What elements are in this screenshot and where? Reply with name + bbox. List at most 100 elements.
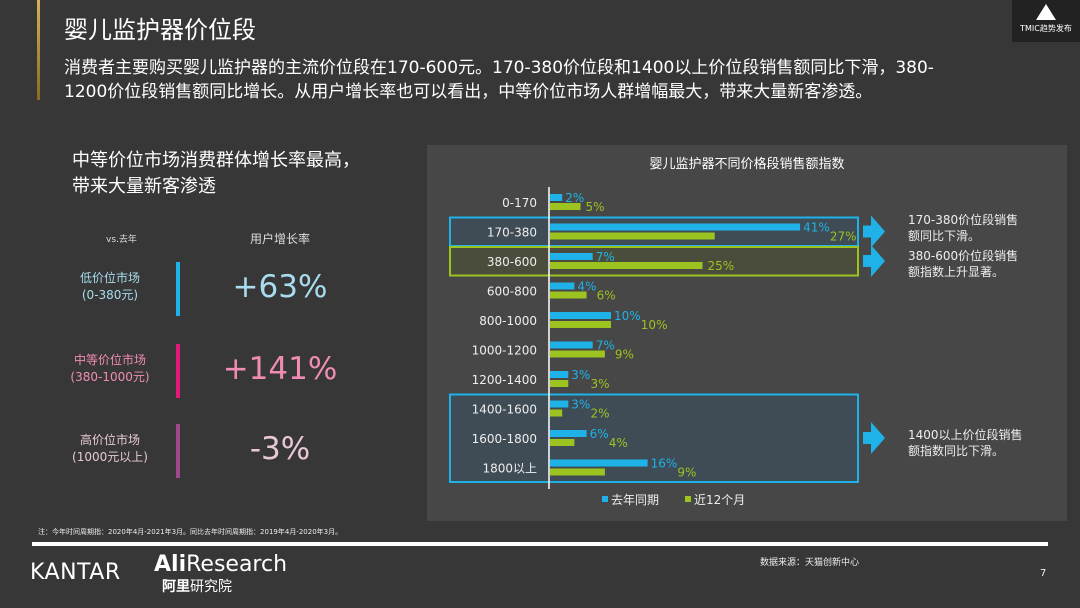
arrow-icon [863, 422, 885, 454]
highlight-box-380-600 [449, 246, 859, 277]
data-label: 4% [609, 436, 628, 450]
arrow-icon [863, 215, 885, 248]
data-label: 25% [708, 259, 735, 273]
bar-recent [550, 439, 575, 446]
annotation-170-380: 170-380价位段销售额同比下滑。 [908, 213, 1019, 243]
growth-value: +141% [222, 351, 338, 387]
tmic-logo: TMIC趋势发布 [1012, 0, 1080, 42]
category-label: 170-380 [487, 226, 537, 240]
bar-lastyear [550, 312, 611, 319]
bar-lastyear [550, 282, 575, 290]
tmic-logo-icon [1036, 4, 1056, 20]
data-label: 2% [565, 191, 584, 205]
segment-label: 低价位市场 (0-380元) [40, 270, 180, 304]
ali-cn: 研究院 [190, 579, 232, 595]
segment-name: 低价位市场 [79, 271, 140, 285]
bar-lastyear [550, 223, 801, 231]
bar-recent [550, 380, 569, 387]
segment-range: (0-380元) [81, 288, 139, 302]
arrow-icon [863, 245, 885, 277]
data-label: 27% [830, 230, 857, 244]
ali-cn-bold: 阿里 [162, 579, 190, 595]
bar-lastyear [550, 194, 563, 201]
bar-recent [550, 468, 605, 476]
data-label: 10% [641, 318, 668, 332]
footer-divider [32, 542, 1048, 546]
segment-name: 中等价位市场 [73, 353, 146, 367]
data-label: 10% [614, 309, 641, 323]
segment-range: (1000元以上) [72, 450, 148, 464]
bar-recent [550, 409, 563, 417]
category-label: 1000-1200 [472, 344, 537, 358]
segment-label: 高价位市场 (1000元以上) [40, 432, 180, 466]
legend-label: 近12个月 [694, 493, 745, 507]
category-label: 1600-1800 [472, 432, 537, 446]
legend-label: 去年同期 [611, 493, 659, 507]
highlight-box-170-380 [449, 216, 859, 247]
growth-value: +63% [232, 269, 328, 305]
chart-title: 婴儿监护器不同价格段销售额指数 [649, 157, 845, 172]
data-label: 9% [615, 348, 634, 362]
aliresearch-cn-logo: 阿里研究院 [162, 580, 232, 594]
bar-lastyear [550, 253, 593, 260]
data-label: 4% [577, 280, 596, 294]
bar-chart: 0-170 2%5%170-380 41%27%380-600 7%25%600-80… [449, 187, 885, 507]
annotation-380-600: 380-600价位段销售额指数上升显著。 [908, 249, 1019, 279]
page-title: 婴儿监护器价位段 [64, 16, 256, 44]
category-label: 600-800 [487, 285, 537, 299]
ali-research: Research [186, 552, 288, 577]
data-label: 7% [596, 339, 615, 353]
data-label: 41% [803, 221, 830, 235]
data-label: 3% [571, 398, 590, 412]
category-label: 1400-1600 [472, 403, 537, 417]
data-label: 3% [591, 377, 610, 391]
bar-recent [550, 350, 605, 358]
data-label: 6% [597, 289, 616, 303]
footnote: 注：今年时间周期指：2020年4月-2021年3月。同比去年时间周期指：2019… [38, 528, 343, 536]
category-label: 1800以上 [482, 462, 537, 476]
category-label: 800-1000 [479, 314, 537, 328]
bar-recent [550, 232, 715, 240]
bar-lastyear [550, 430, 587, 437]
intro-text: 消费者主要购买婴儿监护器的主流价位段在170-600元。170-380价位段和1… [64, 58, 934, 102]
category-label: 0-170 [502, 196, 537, 210]
legend-swatch [685, 496, 691, 502]
segment-color-bar [176, 344, 180, 398]
bar-recent [550, 291, 587, 299]
segment-label: 中等价位市场 (380-1000元) [40, 352, 180, 386]
data-source: 数据来源：天猫创新中心 [760, 558, 860, 568]
ali-bold: Ali [154, 552, 187, 577]
kantar-logo: KANTAR [30, 560, 121, 585]
data-label: 6% [590, 427, 609, 441]
bar-lastyear [550, 400, 569, 408]
segment-color-bar [176, 424, 180, 478]
growth-column-label: 用户增长率 [250, 232, 311, 246]
data-label: 3% [571, 368, 590, 382]
bar-lastyear [550, 459, 648, 467]
bar-recent [550, 203, 581, 210]
bar-recent [550, 321, 611, 328]
segment-color-bar [176, 262, 180, 316]
title-accent-bar [37, 0, 40, 100]
segment-range: (380-1000元) [70, 370, 150, 384]
annotation-1400-plus: 1400以上价位段销售额指数同比下滑。 [908, 428, 1023, 458]
category-label: 1200-1400 [472, 373, 537, 387]
bar-lastyear [550, 371, 569, 378]
growth-value: -3% [249, 431, 311, 467]
data-label: 5% [586, 200, 605, 214]
segment-name: 高价位市场 [79, 433, 140, 447]
data-label: 16% [651, 457, 678, 471]
legend-swatch [602, 496, 608, 502]
vs-label: vs.去年 [106, 235, 137, 245]
data-label: 7% [596, 250, 615, 264]
data-label: 2% [591, 407, 610, 421]
category-label: 380-600 [487, 255, 537, 269]
left-heading: 中等价位市场消费群体增长率最高，带来大量新客渗透 [72, 150, 360, 197]
data-label: 9% [677, 466, 696, 480]
bar-recent [550, 262, 703, 269]
page-number: 7 [1040, 568, 1047, 579]
bar-lastyear [550, 341, 593, 349]
tmic-logo-text: TMIC趋势发布 [1020, 24, 1072, 33]
aliresearch-logo: AliResearch [154, 554, 287, 576]
chart-panel: 婴儿监护器不同价格段销售额指数 0-170 2% 5% 170-380 41% 27% 38… [427, 145, 1067, 521]
